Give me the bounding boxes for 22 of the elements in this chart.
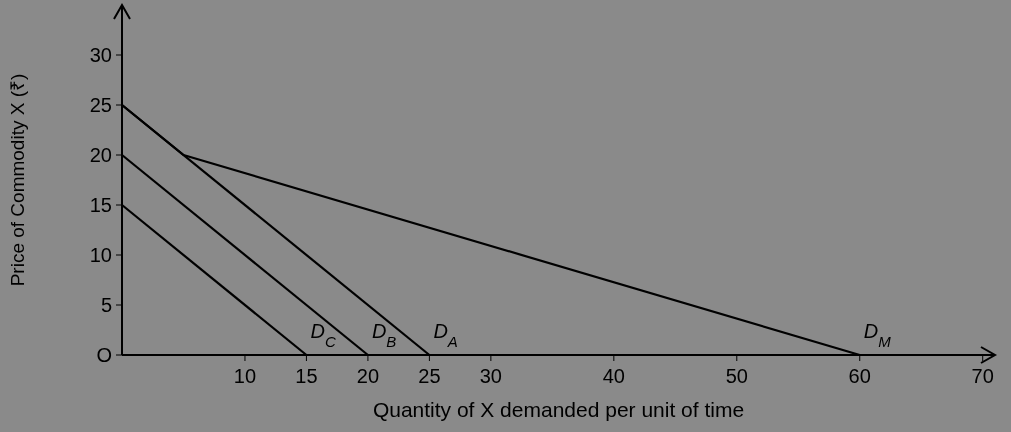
- x-tick-label: 40: [602, 365, 625, 387]
- x-axis-title: Quantity of X demanded per unit of time: [372, 398, 745, 421]
- y-tick-label: 20: [89, 144, 112, 166]
- x-tick-label: 60: [848, 365, 871, 387]
- y-tick-label: 30: [89, 44, 112, 66]
- x-tick-label: 30: [479, 365, 502, 387]
- x-tick-label: 15: [295, 365, 318, 387]
- series-label: D$_{B}$: [371, 320, 397, 350]
- series-label: D$_{C}$: [310, 320, 336, 350]
- x-tick-label: 70: [971, 365, 994, 387]
- x-tick-label: 50: [725, 365, 748, 387]
- series-label: D$_{A}$: [433, 320, 458, 350]
- y-tick-label: 10: [89, 244, 112, 266]
- series-label: D$_{M}$: [863, 320, 892, 350]
- x-tick-label: 10: [233, 365, 257, 387]
- x-tick-label: 25: [418, 365, 441, 387]
- y-axis-title: Price of Commodity X (₹): [7, 73, 28, 287]
- y-tick-label: 15: [89, 194, 112, 216]
- y-tick-label: 5: [100, 294, 112, 316]
- y-tick-label: 25: [89, 94, 112, 116]
- x-tick-label: 20: [356, 365, 380, 387]
- y-tick-label: O: [96, 344, 112, 366]
